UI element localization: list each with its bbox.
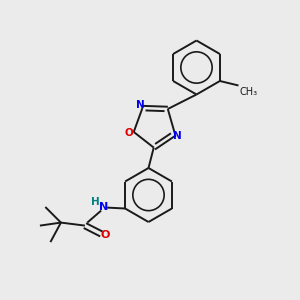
Text: CH₃: CH₃ [239, 87, 257, 97]
Text: H: H [91, 196, 100, 207]
Text: O: O [124, 128, 133, 138]
Text: N: N [99, 202, 108, 212]
Text: O: O [101, 230, 110, 241]
Text: N: N [136, 100, 144, 110]
Text: N: N [173, 131, 182, 141]
